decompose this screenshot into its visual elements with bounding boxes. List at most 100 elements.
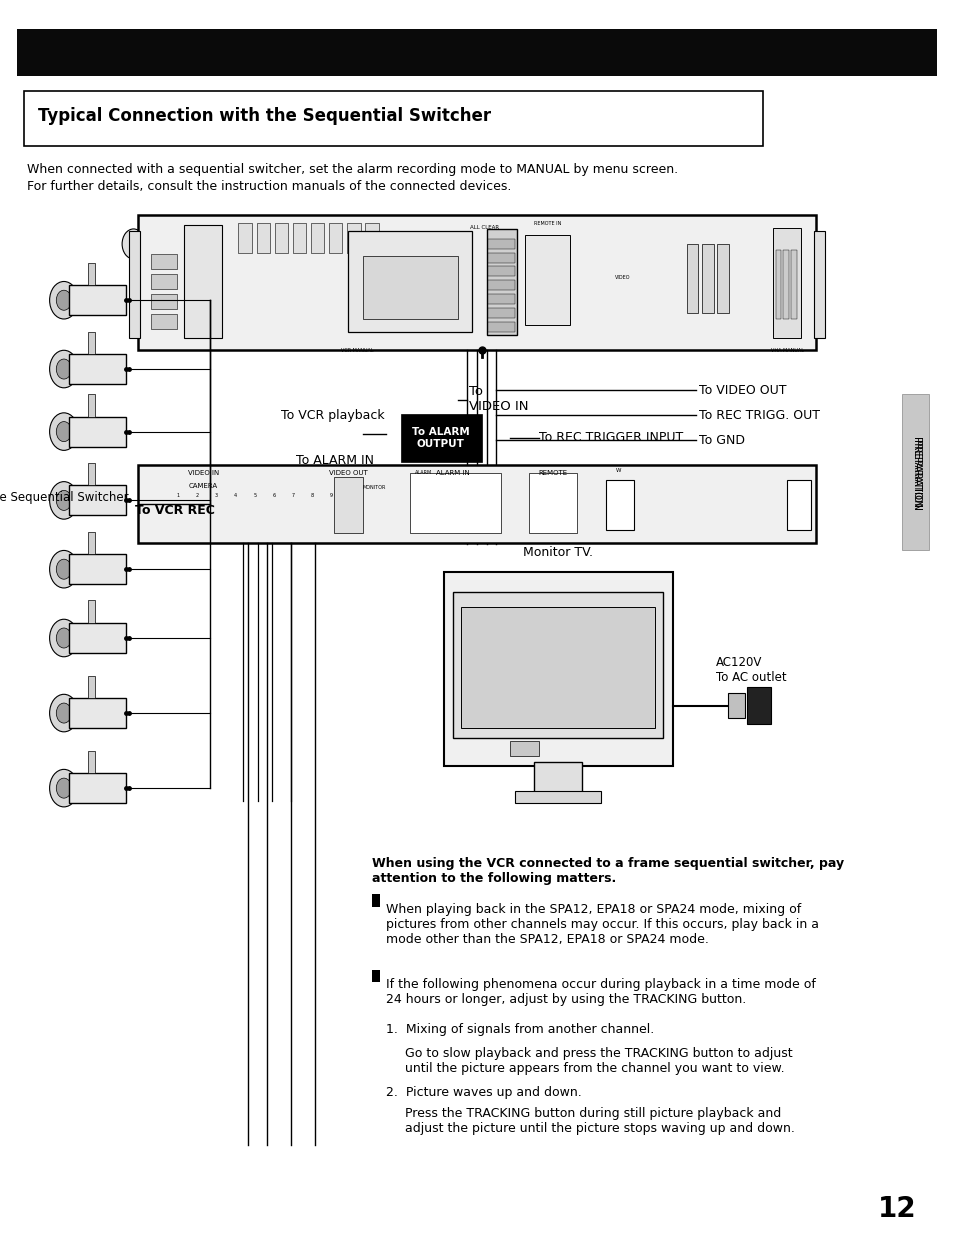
Circle shape: [476, 517, 482, 524]
Bar: [274, 223, 288, 253]
Circle shape: [56, 490, 71, 510]
Bar: [88, 751, 95, 773]
Circle shape: [56, 422, 71, 442]
Circle shape: [670, 473, 712, 528]
Bar: [138, 465, 815, 543]
Circle shape: [530, 503, 537, 513]
Circle shape: [56, 290, 71, 310]
Circle shape: [208, 504, 225, 527]
Text: 5: 5: [253, 493, 256, 498]
Circle shape: [246, 504, 263, 527]
Circle shape: [50, 413, 78, 450]
Bar: [717, 244, 728, 313]
Text: ALL CLEAR: ALL CLEAR: [470, 225, 498, 230]
Text: 12: 12: [877, 1196, 915, 1223]
Text: PREPARATION: PREPARATION: [910, 440, 920, 510]
Text: If the following phenomena occur during playback in a time mode of
24 hours or l: If the following phenomena occur during …: [386, 978, 816, 1006]
Circle shape: [466, 517, 472, 524]
Text: Monitor TV.: Monitor TV.: [522, 547, 593, 559]
Bar: [88, 676, 95, 698]
Bar: [460, 607, 655, 728]
Circle shape: [556, 503, 563, 513]
Circle shape: [50, 350, 78, 388]
Text: VCR MANUAL: VCR MANUAL: [341, 348, 374, 353]
Text: 1.  Mixing of signals from another channel.: 1. Mixing of signals from another channe…: [386, 1023, 654, 1036]
Circle shape: [50, 550, 78, 588]
Bar: [24, 91, 762, 146]
Bar: [534, 762, 581, 797]
Circle shape: [303, 504, 320, 527]
Bar: [372, 894, 379, 907]
Bar: [400, 414, 481, 462]
Bar: [151, 314, 177, 329]
Text: 6: 6: [272, 493, 275, 498]
Text: 8: 8: [310, 493, 314, 498]
Text: AC120V
To AC outlet: AC120V To AC outlet: [715, 656, 785, 683]
Bar: [510, 741, 538, 756]
Circle shape: [629, 250, 658, 288]
Bar: [488, 280, 515, 290]
Bar: [372, 970, 379, 982]
Bar: [69, 554, 126, 584]
Circle shape: [725, 248, 767, 303]
Text: 1: 1: [176, 493, 180, 498]
Bar: [88, 332, 95, 354]
Bar: [727, 693, 744, 718]
Bar: [488, 294, 515, 304]
Circle shape: [414, 517, 419, 524]
Bar: [453, 592, 662, 738]
Text: W: W: [615, 468, 620, 473]
Bar: [813, 231, 824, 338]
Bar: [488, 266, 515, 276]
Circle shape: [56, 778, 71, 798]
Circle shape: [569, 280, 603, 325]
Circle shape: [445, 517, 451, 524]
Bar: [347, 223, 360, 253]
Circle shape: [565, 520, 571, 528]
Circle shape: [152, 285, 172, 310]
Bar: [293, 223, 306, 253]
Circle shape: [50, 769, 78, 807]
Circle shape: [531, 520, 537, 528]
Bar: [69, 417, 126, 447]
Bar: [334, 477, 362, 533]
Text: 3: 3: [214, 493, 218, 498]
Bar: [88, 463, 95, 485]
Circle shape: [200, 269, 225, 301]
Circle shape: [487, 517, 493, 524]
Bar: [151, 274, 177, 289]
Circle shape: [466, 497, 472, 504]
Bar: [365, 223, 378, 253]
Bar: [782, 250, 788, 319]
Bar: [515, 791, 600, 803]
Circle shape: [569, 238, 603, 283]
Text: VHA MANUAL: VHA MANUAL: [770, 348, 802, 353]
Circle shape: [729, 290, 763, 335]
Circle shape: [414, 497, 419, 504]
Text: To ALARM IN: To ALARM IN: [295, 454, 374, 467]
Circle shape: [284, 504, 301, 527]
Circle shape: [152, 258, 172, 283]
Text: CAMERA: CAMERA: [189, 483, 217, 489]
Circle shape: [548, 520, 554, 528]
Text: To VIDEO OUT: To VIDEO OUT: [699, 384, 786, 397]
Bar: [902, 394, 928, 550]
Circle shape: [143, 475, 181, 525]
Bar: [88, 532, 95, 554]
Circle shape: [564, 503, 572, 513]
Bar: [238, 223, 252, 253]
Circle shape: [424, 517, 430, 524]
Text: To
VIDEO IN: To VIDEO IN: [469, 385, 528, 413]
Text: PREPARATION: PREPARATION: [910, 438, 920, 508]
Bar: [348, 231, 472, 332]
Text: To GND: To GND: [699, 434, 744, 447]
Circle shape: [466, 739, 477, 754]
Circle shape: [170, 504, 187, 527]
Text: MONITOR: MONITOR: [362, 485, 385, 490]
Text: VIDEO: VIDEO: [615, 275, 630, 280]
Bar: [362, 256, 457, 319]
Text: When connected with a sequential switcher, set the alarm recording mode to MANUA: When connected with a sequential switche…: [27, 163, 678, 175]
Bar: [686, 244, 698, 313]
Text: REMOTE IN: REMOTE IN: [534, 221, 561, 226]
Text: For further details, consult the instruction manuals of the connected devices.: For further details, consult the instruc…: [27, 180, 511, 193]
